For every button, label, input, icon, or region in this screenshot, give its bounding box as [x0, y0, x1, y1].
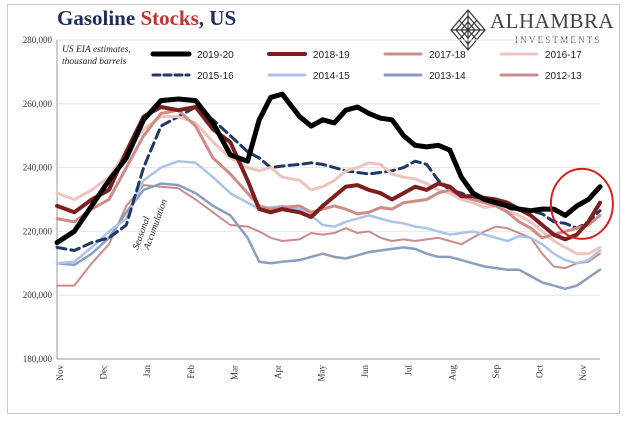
y-tick-label: 220,000	[23, 226, 53, 236]
legend-label-2017-18: 2017-18	[429, 50, 466, 61]
chart-note-line: US EIA estimates,	[62, 45, 131, 55]
x-tick-label: Sep	[491, 365, 501, 379]
series-line-2019-20	[54, 91, 603, 246]
x-tick-label: Dec	[99, 365, 109, 380]
legend-label-2015-16: 2015-16	[197, 71, 234, 82]
grid-layer	[57, 39, 600, 296]
x-tick-label: May	[317, 365, 327, 382]
legend-label-2016-17: 2016-17	[545, 50, 582, 61]
y-tick-label: 280,000	[23, 35, 53, 45]
x-tick-label: Oct	[534, 365, 544, 378]
legend-label-2014-15: 2014-15	[313, 71, 350, 82]
axis-layer: 180,000 200,000 220,000 240,000 260,000 280,0…	[23, 35, 600, 382]
x-tick-label: Aug	[447, 365, 457, 381]
title-part1: Gasoline	[57, 6, 141, 30]
y-tick-label: 180,000	[23, 354, 53, 364]
series-layer	[54, 91, 614, 291]
chart-frame	[7, 4, 620, 414]
logo-name: ALHAMBRA	[490, 9, 615, 33]
legend-label-2012-13: 2012-13	[545, 71, 582, 82]
x-tick-label: Jul	[404, 365, 414, 376]
y-tick-label: 240,000	[23, 163, 53, 173]
x-tick-label: Apr	[273, 365, 283, 379]
series-line-2012-13	[56, 184, 601, 287]
legend: 2019-20 2018-19 2017-18 2016-17 2015-16 2014-…	[150, 50, 582, 82]
highlight-circle	[549, 167, 614, 240]
series-line-2014-15	[55, 159, 602, 265]
diamond-pattern-icon	[450, 9, 486, 51]
x-tick-label: Nov	[55, 365, 65, 381]
legend-label-2018-19: 2018-19	[313, 50, 350, 61]
x-tick-label: Jun	[360, 365, 370, 378]
legend-label-2013-14: 2013-14	[429, 71, 466, 82]
y-tick-label: 200,000	[23, 290, 53, 300]
chart-title: Gasoline Stocks, US	[57, 6, 236, 31]
title-part2: , US	[198, 6, 237, 30]
x-tick-label: Feb	[186, 365, 196, 379]
x-tick-label: Nov	[578, 365, 588, 381]
series-line-2016-17	[55, 115, 602, 256]
title-accent: Stocks	[140, 6, 199, 30]
series-line-2013-14	[55, 182, 602, 291]
y-tick-label: 260,000	[23, 99, 53, 109]
legend-label-2019-20: 2019-20	[197, 50, 234, 61]
x-tick-label: Mar	[229, 365, 239, 380]
x-tick-label: Jan	[142, 365, 152, 377]
chart-note-line: thousand barrels	[62, 57, 127, 67]
